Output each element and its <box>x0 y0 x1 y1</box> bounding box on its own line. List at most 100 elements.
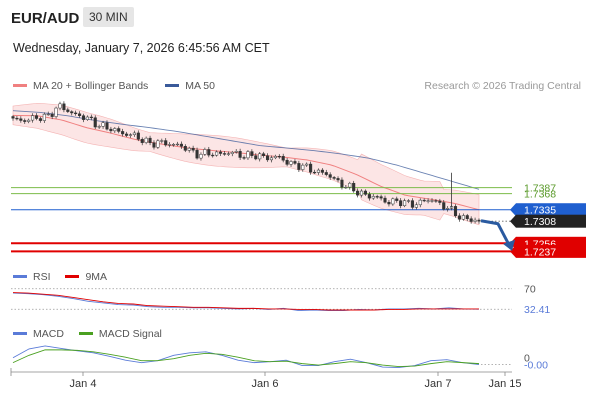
candle-body <box>293 161 297 164</box>
candle-body <box>66 109 70 112</box>
candle-body <box>125 133 129 136</box>
legend-macd-signal-swatch <box>78 331 93 335</box>
candle-body <box>238 151 242 158</box>
candle-body <box>340 179 344 188</box>
candle-body <box>242 157 246 159</box>
candle-body <box>344 186 348 189</box>
candle-body <box>395 198 399 201</box>
candle-body <box>85 116 89 120</box>
rsi-level-label-0: 70 <box>524 284 536 296</box>
candle-body <box>70 111 74 114</box>
candle-body <box>101 122 105 127</box>
candle-body <box>391 198 395 205</box>
legend-macd-signal-label: MACD Signal <box>98 328 162 340</box>
candle-body <box>23 120 27 122</box>
candle-body <box>172 144 176 146</box>
candle-body <box>140 138 144 143</box>
candle-body <box>199 154 203 159</box>
level-label-2: 1.7335 <box>524 205 556 217</box>
legend-ma20-swatch <box>13 83 27 87</box>
candle-body <box>399 200 403 207</box>
candle-body <box>93 117 97 128</box>
legend-macd: MACD <box>13 328 64 340</box>
legend-macd-label: MACD <box>33 328 64 340</box>
candle-body <box>305 163 309 166</box>
candle-body <box>320 169 324 173</box>
x-tick-label-0: Jan 4 <box>70 378 97 390</box>
candle-body <box>78 113 82 116</box>
legend-ma50-label: MA 50 <box>185 80 215 92</box>
candle-body <box>74 112 78 115</box>
candle-body <box>19 118 23 121</box>
macd-line <box>12 345 480 368</box>
candle-body <box>89 116 93 119</box>
candle-body <box>230 151 234 154</box>
candle-body <box>422 199 426 202</box>
candle-body <box>46 113 50 116</box>
candle-body <box>179 143 183 147</box>
legend-rsi-swatch <box>13 274 27 278</box>
candle-body <box>352 182 356 192</box>
candle-body <box>406 200 411 202</box>
level-label-4: 1.7237 <box>524 246 556 258</box>
legend-ma20-label: MA 20 + Bollinger Bands <box>33 80 149 92</box>
research-credit: Research © 2026 Trading Central <box>424 80 581 92</box>
ma50-line <box>12 110 480 190</box>
rsi-legend: RSI 9MA <box>13 271 107 283</box>
forecast-arrow-shaft <box>480 219 511 246</box>
rsi-level-label-1: 32.41 <box>524 304 550 316</box>
candle-body <box>312 171 317 174</box>
candle-body <box>379 196 383 199</box>
legend-rsi: RSI <box>13 271 51 283</box>
candle-body <box>289 161 293 165</box>
candle-body <box>81 115 86 120</box>
candle-body <box>297 163 301 170</box>
rsi-ma-line <box>12 292 479 311</box>
candle-body <box>277 155 281 158</box>
candle-body <box>262 153 266 156</box>
candle-body <box>144 137 148 143</box>
candle-body <box>34 115 39 119</box>
candle-body <box>477 219 481 222</box>
candle-body <box>363 190 367 195</box>
candle-body <box>250 151 254 156</box>
candle-body <box>27 119 31 122</box>
candle-body <box>457 215 461 220</box>
candle-body <box>465 215 469 219</box>
candle-body <box>269 157 274 161</box>
candle-body <box>414 204 418 208</box>
timeframe-badge[interactable]: 30 MIN <box>83 7 134 27</box>
candle-body <box>324 172 328 175</box>
candle-body <box>356 190 360 196</box>
x-tick-label-2: Jan 7 <box>425 378 452 390</box>
candle-body <box>38 118 42 121</box>
candle-body <box>367 194 371 199</box>
candle-body <box>15 117 19 120</box>
candle-body <box>183 146 187 151</box>
candle-body <box>62 103 66 111</box>
macd-legend: MACD MACD Signal <box>13 328 162 340</box>
candle-body <box>438 200 442 203</box>
candle-body <box>160 140 164 142</box>
legend-rsi-ma-swatch <box>65 274 80 278</box>
candle-body <box>121 131 125 135</box>
candle-body <box>148 137 152 143</box>
candle-body <box>31 115 35 121</box>
candle-body <box>152 142 156 148</box>
level-label-1: 1.7368 <box>524 189 556 201</box>
candle-body <box>426 200 430 202</box>
candle-body <box>328 174 332 178</box>
candle-body <box>175 143 180 146</box>
candle-body <box>387 201 391 205</box>
candle-body <box>473 219 477 222</box>
last-price-label: 1.7308 <box>524 216 556 228</box>
candle-body <box>128 134 133 136</box>
legend-rsi-label: RSI <box>33 271 51 283</box>
candle-body <box>211 154 215 157</box>
macd-level-label-0: 0 <box>524 353 530 365</box>
candle-body <box>97 126 101 128</box>
candle-body <box>203 149 207 155</box>
legend-rsi-ma-label: 9MA <box>85 271 108 283</box>
candle-body <box>105 122 109 130</box>
